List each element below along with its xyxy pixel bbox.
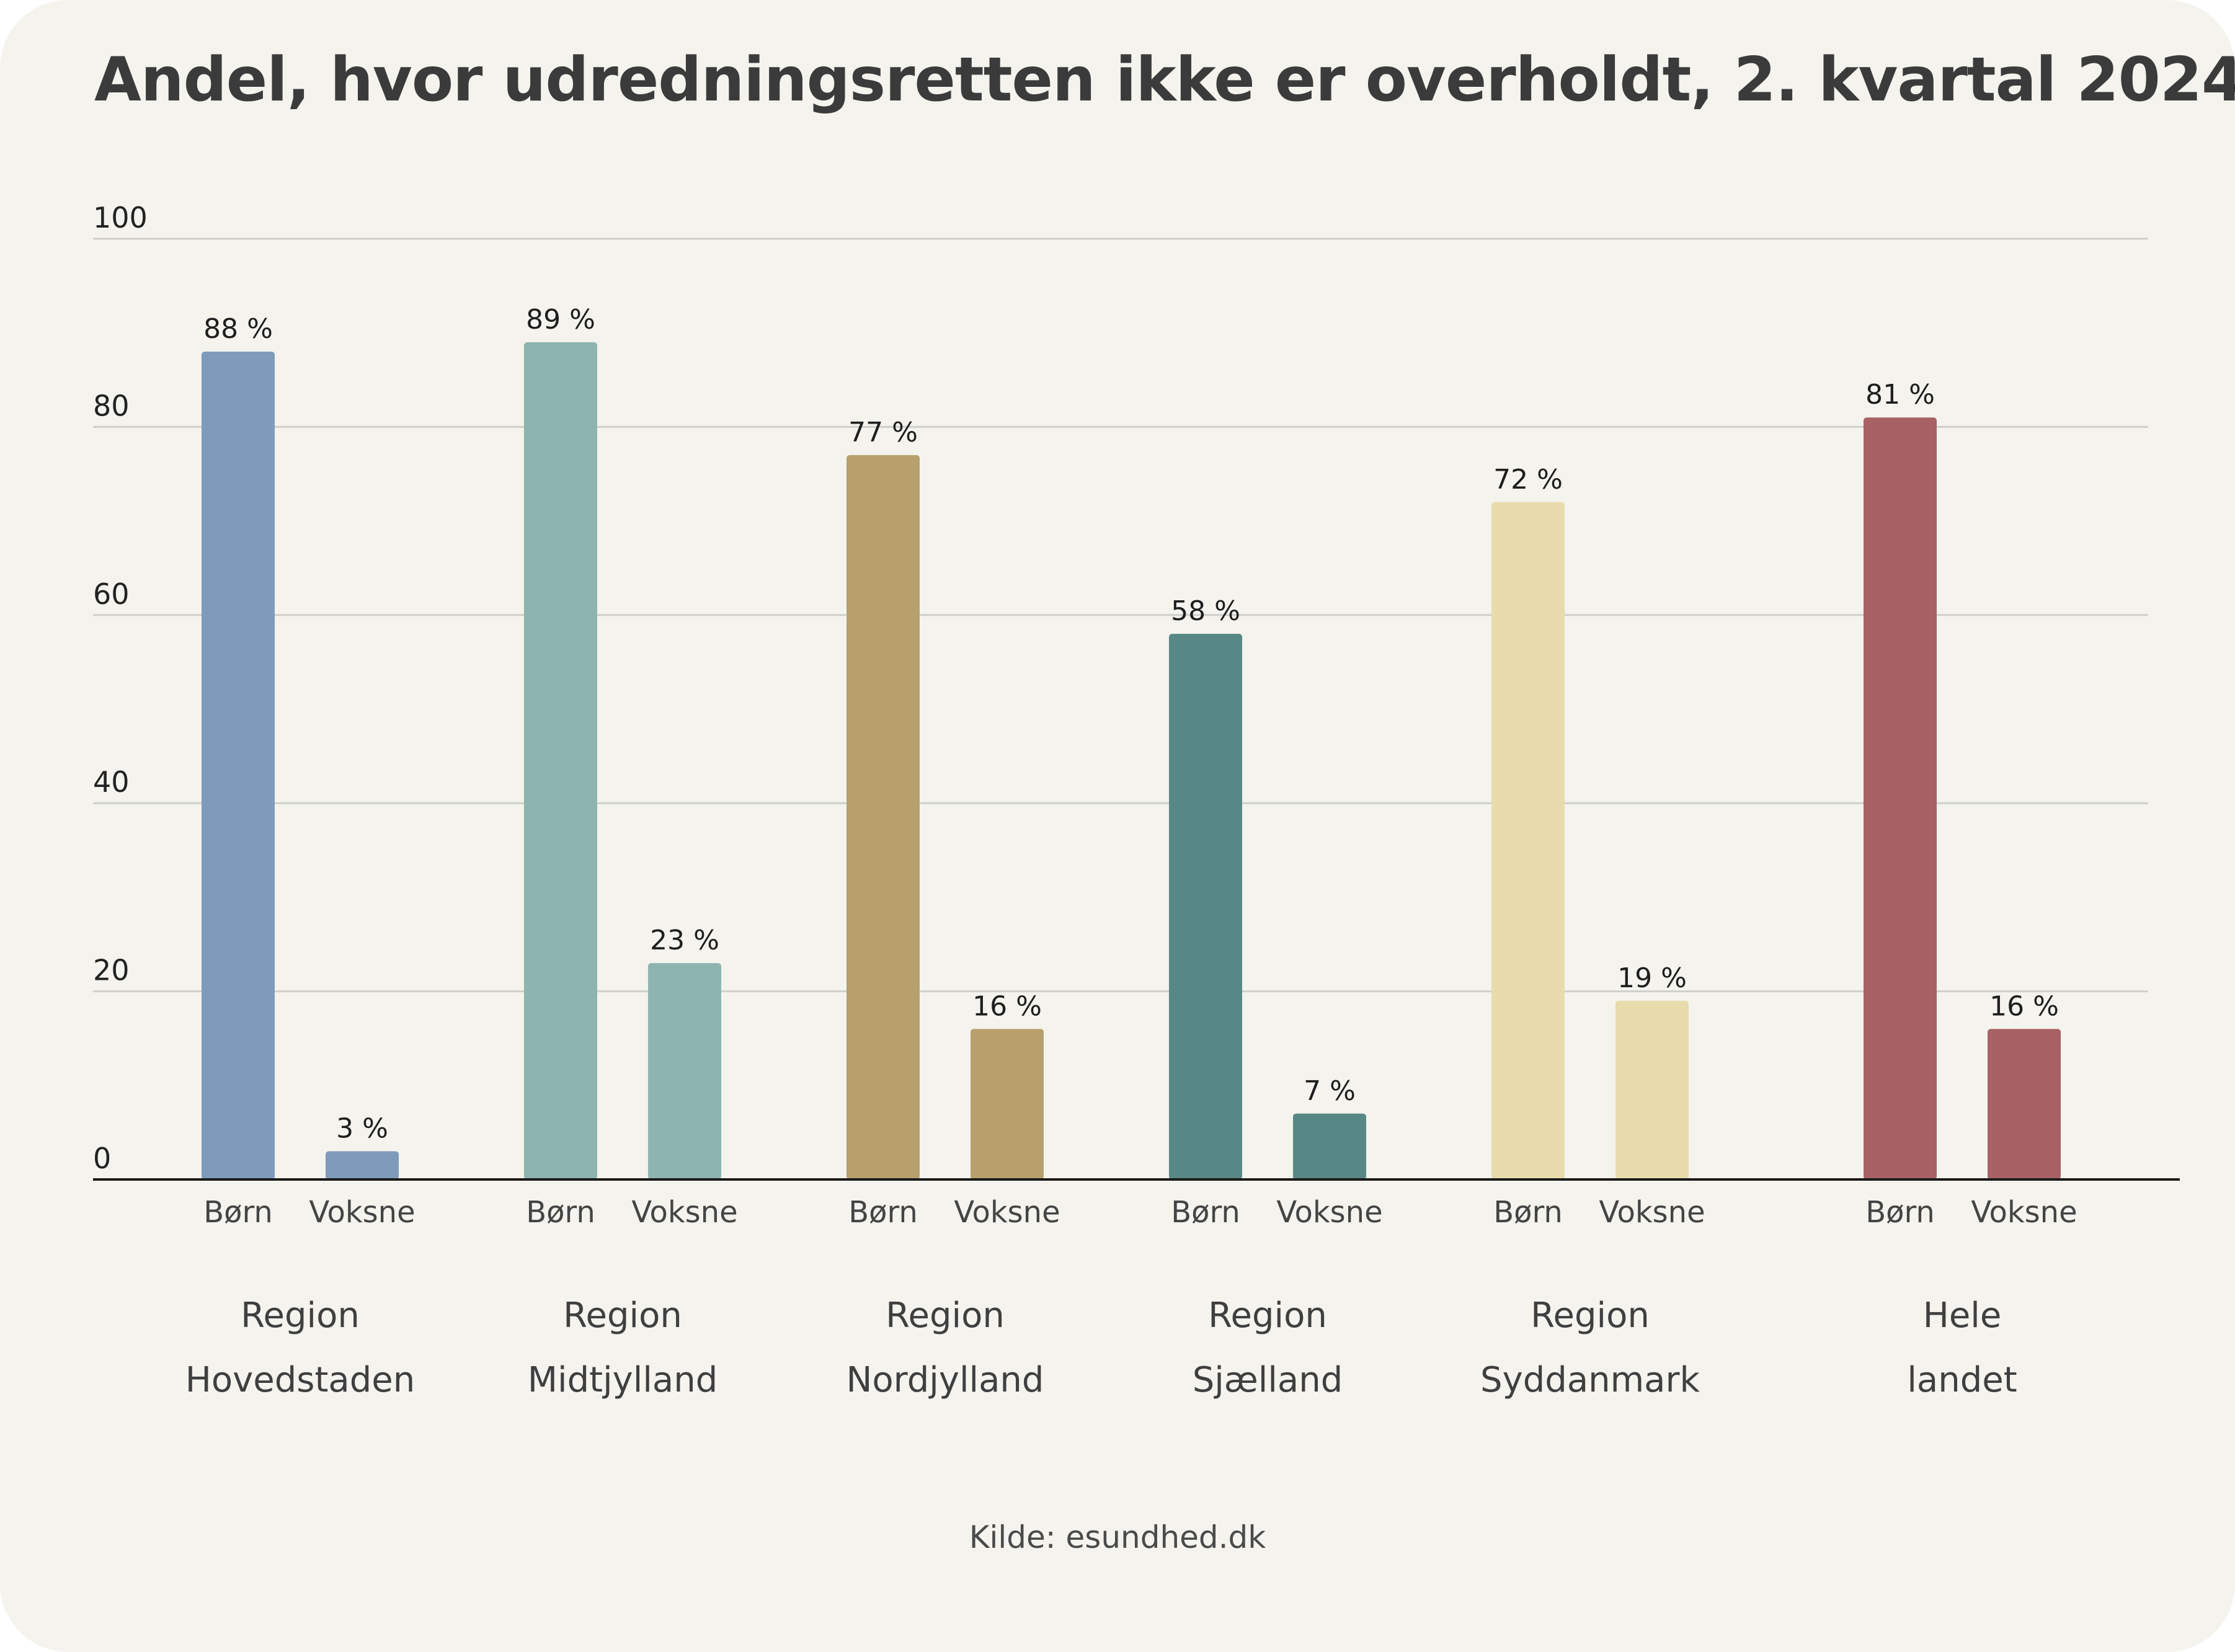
bar [846,455,920,1180]
group-label: Region [1208,1295,1327,1336]
x-tick-label: Voksne [1599,1195,1705,1230]
group-label: Region [241,1295,360,1336]
data-label: 3 % [336,1112,388,1144]
source-note: Kilde: esundhed.dk [969,1519,1266,1555]
group-label: Hele [1923,1295,2002,1336]
x-tick-label: Voksne [1971,1195,2077,1230]
data-label: 7 % [1304,1075,1356,1107]
bar [524,342,597,1179]
group-label: Midtjylland [528,1360,718,1400]
bar [648,963,721,1179]
group-label: Region [1531,1295,1650,1336]
data-label: 77 % [848,417,918,448]
data-label: 16 % [972,990,1042,1022]
y-tick-label: 100 [93,201,148,234]
x-tick-label: Børn [848,1195,918,1230]
x-tick-label: Børn [526,1195,595,1230]
bar [971,1029,1044,1179]
group-label: Region [886,1295,1005,1336]
bar [1988,1029,2061,1179]
group-label: Nordjylland [846,1360,1044,1400]
data-label: 81 % [1865,379,1935,411]
group-label: Hovedstaden [185,1360,415,1400]
x-tick-label: Børn [1493,1195,1563,1230]
bar [1293,1113,1366,1179]
data-label: 58 % [1171,595,1240,627]
bar [202,352,275,1179]
y-tick-label: 20 [93,954,130,987]
bar [1615,1000,1689,1179]
bar [1491,502,1565,1179]
data-label: 72 % [1493,464,1563,495]
bar [1169,634,1242,1179]
x-tick-label: Børn [1171,1195,1240,1230]
chart-title: Andel, hvor udredningsretten ikke er ove… [94,45,2235,115]
bar [1864,417,1937,1179]
data-label: 88 % [203,313,273,345]
x-tick-label: Børn [1865,1195,1935,1230]
x-tick-label: Voksne [309,1195,415,1230]
y-tick-label: 40 [93,765,130,799]
data-label: 89 % [526,304,595,335]
group-label: Syddanmark [1480,1360,1700,1400]
x-tick-label: Voksne [1276,1195,1382,1230]
group-label: landet [1907,1360,2017,1400]
x-tick-label: Børn [203,1195,273,1230]
y-tick-label: 0 [93,1142,111,1175]
x-tick-label: Voksne [954,1195,1060,1230]
data-label: 16 % [1989,990,2059,1022]
y-tick-label: 60 [93,577,130,611]
data-label: 23 % [650,925,719,956]
bar [326,1151,399,1179]
x-tick-label: Voksne [631,1195,737,1230]
group-label: Region [563,1295,682,1336]
data-label: 19 % [1617,962,1687,994]
y-tick-label: 80 [93,389,130,422]
group-label: Sjælland [1193,1360,1343,1400]
